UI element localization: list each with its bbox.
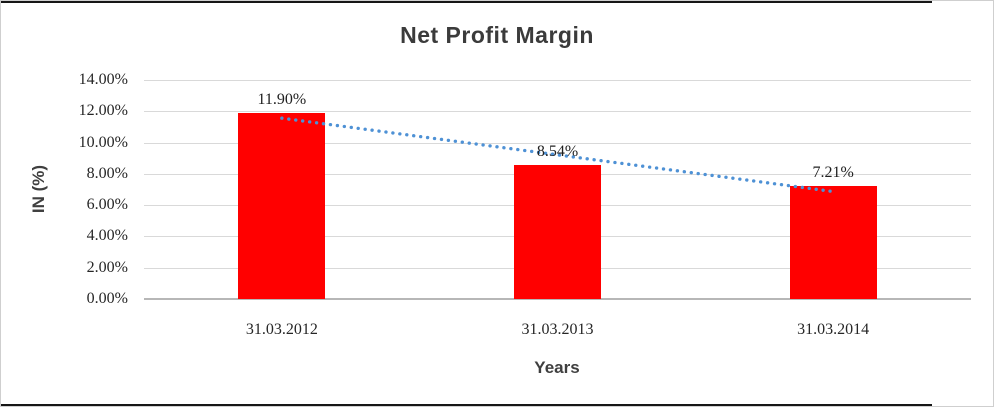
chart-border-bottom <box>1 404 932 406</box>
gridline <box>144 80 971 81</box>
y-tick-label: 2.00% <box>86 258 128 276</box>
y-tick-label: 0.00% <box>86 290 128 307</box>
bar-31.03.2014 <box>789 186 877 299</box>
data-label: 8.54% <box>536 143 579 161</box>
y-tick-label: 10.00% <box>78 133 128 151</box>
gridline <box>144 142 971 144</box>
x-tick-label: 31.03.2014 <box>797 321 870 338</box>
y-tick-label: 12.00% <box>78 102 128 120</box>
bar-31.03.2013 <box>514 165 601 299</box>
y-tick-label: 4.00% <box>86 227 128 245</box>
x-axis-title: Years <box>534 358 580 377</box>
chart-title: Net Profit Margin <box>400 22 594 48</box>
bar-31.03.2012 <box>238 112 326 299</box>
y-tick-label: 6.00% <box>86 196 128 214</box>
y-tick-label: 8.00% <box>86 164 128 182</box>
x-tick-label: 31.03.2013 <box>521 321 594 338</box>
chart-border-top <box>1 1 932 3</box>
data-label: 7.21% <box>812 164 854 182</box>
x-tick-label: 31.03.2012 <box>245 321 318 338</box>
plot-area <box>144 80 971 300</box>
trendline <box>280 116 835 194</box>
gridline <box>144 111 971 113</box>
data-label: 11.90% <box>257 90 307 108</box>
y-tick-label: 14.00% <box>78 71 128 88</box>
x-axis-line <box>144 298 971 300</box>
